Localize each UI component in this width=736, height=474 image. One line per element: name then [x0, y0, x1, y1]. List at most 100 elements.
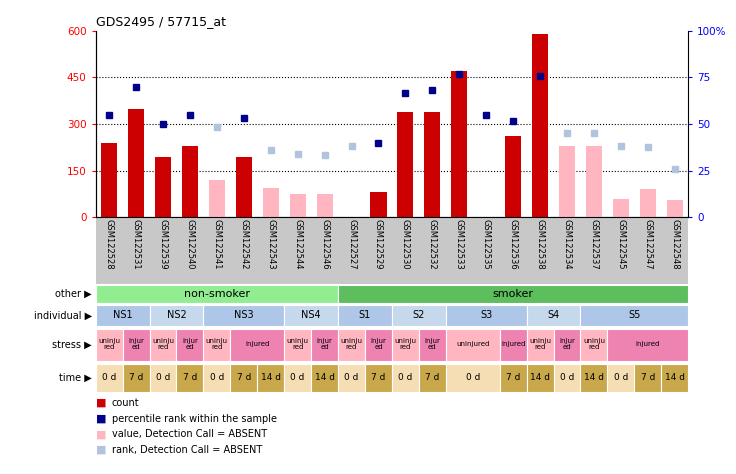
Text: GSM122535: GSM122535: [481, 219, 491, 269]
Text: uninju
red: uninju red: [286, 338, 308, 350]
Text: GSM122540: GSM122540: [185, 219, 194, 269]
Text: 14 d: 14 d: [530, 373, 550, 382]
Text: uninju
red: uninju red: [394, 338, 417, 350]
Text: GSM122530: GSM122530: [401, 219, 410, 269]
Text: NS1: NS1: [113, 310, 132, 320]
Text: GSM122527: GSM122527: [347, 219, 356, 269]
Text: ■: ■: [96, 413, 106, 424]
Bar: [526, 329, 553, 361]
Text: stress ▶: stress ▶: [52, 340, 92, 350]
Text: value, Detection Call = ABSENT: value, Detection Call = ABSENT: [112, 429, 267, 439]
Bar: [128, 109, 144, 217]
Text: GSM122529: GSM122529: [374, 219, 383, 269]
Text: injured: injured: [636, 341, 660, 347]
Bar: [607, 364, 634, 392]
Text: ■: ■: [96, 429, 106, 439]
Text: GSM122541: GSM122541: [213, 219, 222, 269]
Bar: [446, 305, 526, 326]
Text: S3: S3: [480, 310, 492, 320]
Bar: [177, 364, 203, 392]
Bar: [365, 364, 392, 392]
Bar: [289, 194, 305, 217]
Bar: [311, 364, 338, 392]
Bar: [149, 305, 203, 326]
Bar: [203, 305, 284, 326]
Text: 7 d: 7 d: [129, 373, 144, 382]
Text: 0 d: 0 d: [614, 373, 628, 382]
Text: ■: ■: [96, 445, 106, 455]
Text: ■: ■: [96, 398, 106, 408]
Text: uninju
red: uninju red: [98, 338, 120, 350]
Text: 14 d: 14 d: [665, 373, 684, 382]
Text: GSM122547: GSM122547: [643, 219, 652, 269]
Bar: [258, 364, 284, 392]
Text: non-smoker: non-smoker: [184, 289, 250, 299]
Text: other ▶: other ▶: [55, 289, 92, 299]
Text: 7 d: 7 d: [371, 373, 386, 382]
Bar: [392, 305, 446, 326]
Bar: [284, 305, 338, 326]
Text: smoker: smoker: [492, 289, 534, 299]
Text: 7 d: 7 d: [640, 373, 655, 382]
Bar: [640, 189, 656, 217]
Bar: [526, 305, 581, 326]
Text: injur
ed: injur ed: [370, 338, 386, 350]
Text: 7 d: 7 d: [183, 373, 197, 382]
Text: GSM122548: GSM122548: [670, 219, 679, 269]
Text: 0 d: 0 d: [102, 373, 116, 382]
Bar: [613, 199, 629, 217]
Bar: [581, 364, 607, 392]
Text: GSM122534: GSM122534: [562, 219, 571, 269]
Text: GSM122537: GSM122537: [590, 219, 598, 269]
Bar: [419, 329, 446, 361]
Bar: [667, 200, 683, 217]
Bar: [500, 364, 526, 392]
Text: 0 d: 0 d: [560, 373, 574, 382]
Text: uninjured: uninjured: [456, 341, 489, 347]
Bar: [553, 364, 581, 392]
Text: count: count: [112, 398, 140, 408]
Bar: [526, 364, 553, 392]
Bar: [101, 143, 117, 217]
Bar: [338, 329, 365, 361]
Bar: [96, 284, 338, 303]
Text: GSM122539: GSM122539: [158, 219, 168, 269]
Text: GSM122543: GSM122543: [266, 219, 275, 269]
Bar: [419, 364, 446, 392]
Bar: [123, 329, 149, 361]
Bar: [581, 305, 688, 326]
Bar: [451, 71, 467, 217]
Text: NS3: NS3: [234, 310, 254, 320]
Text: individual ▶: individual ▶: [34, 311, 92, 321]
Bar: [177, 329, 203, 361]
Text: 14 d: 14 d: [314, 373, 335, 382]
Bar: [316, 194, 333, 217]
Bar: [123, 364, 149, 392]
Text: injur
ed: injur ed: [128, 338, 144, 350]
Bar: [311, 329, 338, 361]
Bar: [661, 364, 688, 392]
Text: GSM122538: GSM122538: [536, 219, 545, 269]
Bar: [553, 329, 581, 361]
Text: 7 d: 7 d: [236, 373, 251, 382]
Text: injured: injured: [245, 341, 269, 347]
Bar: [230, 364, 258, 392]
Bar: [149, 329, 177, 361]
Bar: [500, 329, 526, 361]
Text: NS2: NS2: [166, 310, 186, 320]
Text: injur
ed: injur ed: [316, 338, 333, 350]
Text: uninju
red: uninju red: [583, 338, 605, 350]
Bar: [634, 364, 661, 392]
Text: GSM122532: GSM122532: [428, 219, 437, 269]
Bar: [182, 146, 198, 217]
Bar: [338, 305, 392, 326]
Bar: [392, 364, 419, 392]
Text: injur
ed: injur ed: [182, 338, 198, 350]
Bar: [365, 329, 392, 361]
Text: GSM122545: GSM122545: [616, 219, 626, 269]
Text: rank, Detection Call = ABSENT: rank, Detection Call = ABSENT: [112, 445, 262, 455]
Text: uninju
red: uninju red: [152, 338, 174, 350]
Bar: [263, 188, 279, 217]
Text: GSM122533: GSM122533: [455, 219, 464, 269]
Text: 14 d: 14 d: [584, 373, 604, 382]
